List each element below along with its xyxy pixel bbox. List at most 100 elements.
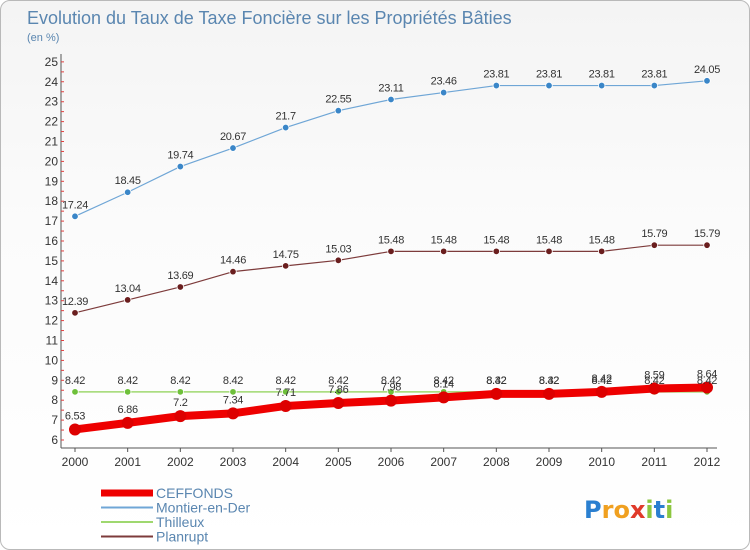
- data-label: 8.42: [539, 375, 559, 387]
- data-point: [490, 387, 503, 400]
- data-point: [703, 77, 711, 85]
- chart-subtitle: (en %): [27, 32, 59, 44]
- data-label: 23.81: [483, 69, 509, 81]
- data-label: 15.48: [431, 234, 457, 246]
- data-label: 17.24: [62, 199, 88, 211]
- logo-letter: P: [584, 496, 602, 524]
- logo-letter: t: [654, 496, 665, 524]
- data-point: [334, 256, 343, 265]
- data-point: [281, 123, 290, 132]
- data-point: [71, 212, 79, 221]
- data-label: 7.86: [328, 384, 348, 396]
- chart-title: Evolution du Taux de Taxe Foncière sur l…: [27, 8, 512, 28]
- data-label: 7.71: [276, 387, 296, 399]
- data-label: 23.46: [431, 76, 457, 88]
- data-point: [595, 385, 608, 398]
- data-label: 8.59: [644, 369, 664, 381]
- x-tick-label: 2010: [588, 455, 615, 469]
- data-label: 8.42: [328, 375, 348, 387]
- data-point: [387, 247, 395, 256]
- data-point: [229, 388, 237, 396]
- data-labels: 6.536.867.2 7.347.71 7.86 7.98 8.14 8.32 8.32 8…: [62, 64, 721, 423]
- x-tick-label: 2009: [536, 455, 563, 469]
- data-point: [492, 81, 501, 90]
- data-point: [701, 381, 714, 394]
- data-label: 12.39: [62, 296, 88, 308]
- y-tick-label: 18: [45, 194, 59, 208]
- data-point: [281, 388, 290, 396]
- data-label: 8.32: [486, 375, 506, 387]
- data-point: [545, 81, 553, 90]
- series-layer: [69, 77, 714, 436]
- x-tick-label: 2011: [641, 455, 667, 469]
- data-point: [176, 388, 185, 396]
- data-label: 8.42: [118, 375, 138, 387]
- y-tick-label: 13: [45, 294, 59, 308]
- y-tick-label: 20: [45, 154, 59, 168]
- y-tick-label: 14: [45, 274, 59, 288]
- data-label: 8.42: [170, 375, 190, 387]
- y-tick-label: 16: [45, 234, 59, 248]
- data-label: 19.74: [167, 150, 193, 162]
- proxiti-logo: Proxiti: [584, 496, 673, 524]
- data-label: 23.81: [589, 69, 615, 81]
- data-point: [279, 399, 292, 412]
- data-point: [71, 309, 79, 317]
- data-point: [492, 247, 501, 256]
- legend-label: Montier-en-Der: [156, 500, 250, 516]
- x-tick-label: 2006: [378, 455, 405, 469]
- data-label: 8.32: [539, 375, 559, 387]
- data-point: [439, 247, 448, 256]
- data-label: 15.48: [483, 234, 509, 246]
- data-point: [437, 391, 450, 404]
- legend-label: CEFFONDS: [156, 485, 233, 501]
- data-point: [123, 388, 132, 396]
- data-label: 23.81: [536, 69, 562, 81]
- logo-letter: i: [645, 496, 653, 524]
- data-point: [229, 144, 237, 152]
- data-point: [281, 262, 290, 270]
- x-tick-label: 2005: [325, 455, 352, 469]
- data-label: 15.79: [694, 228, 720, 240]
- y-tick-label: 19: [45, 174, 59, 188]
- y-tick-label: 15: [45, 254, 59, 268]
- x-tick-label: 2012: [694, 455, 721, 469]
- y-tick-label: 10: [45, 353, 59, 367]
- y-tick-label: 24: [45, 75, 59, 89]
- data-label: 8.14: [434, 378, 454, 390]
- y-tick-label: 11: [46, 334, 59, 348]
- data-label: 8.42: [434, 375, 454, 387]
- data-label: 15.79: [641, 228, 667, 240]
- data-label: 21.7: [276, 111, 296, 123]
- data-point: [332, 396, 345, 409]
- data-point: [121, 416, 134, 429]
- y-tick-label: 23: [45, 95, 59, 109]
- data-label: 15.48: [378, 234, 404, 246]
- data-label: 8.42: [592, 373, 612, 385]
- series-montier-en-der: [71, 77, 711, 221]
- data-label: 15.48: [589, 234, 615, 246]
- data-point: [334, 106, 343, 115]
- data-point: [176, 283, 185, 291]
- legend-label: Planrupt: [156, 529, 208, 545]
- data-label: 8.42: [644, 375, 664, 387]
- data-point: [69, 423, 81, 436]
- data-label: 8.42: [486, 375, 506, 387]
- axes: 6 7 8 9 10 11 12 13 14 15 16 17 18 19 20 21 22 23 24 25 2000…: [45, 54, 721, 469]
- logo-letter: o: [613, 496, 630, 524]
- data-label: 24.05: [694, 64, 720, 76]
- y-tick-label: 22: [45, 115, 59, 129]
- data-point: [545, 247, 553, 256]
- data-point: [174, 410, 187, 423]
- data-label: 8.42: [276, 375, 296, 387]
- y-tick-label: 21: [45, 135, 59, 149]
- data-label: 6.86: [118, 404, 138, 416]
- y-tick-label: 8: [51, 393, 58, 407]
- data-label: 8.42: [592, 375, 612, 387]
- data-point: [71, 388, 79, 396]
- data-label: 18.45: [115, 175, 141, 187]
- data-label: 15.48: [536, 234, 562, 246]
- data-label: 7.98: [381, 382, 401, 394]
